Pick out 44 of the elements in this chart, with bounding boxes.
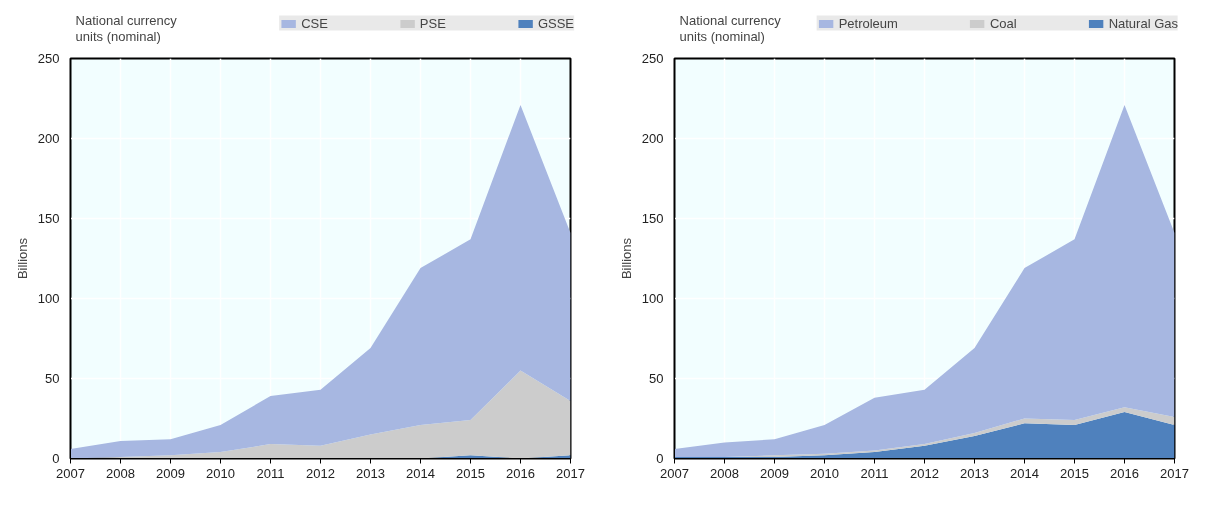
y-tick-label: 250 bbox=[37, 51, 60, 66]
x-tick-label: 2014 bbox=[1010, 465, 1039, 481]
x-tick-label: 2015 bbox=[1060, 465, 1089, 481]
y-tick-label: 50 bbox=[45, 371, 60, 386]
x-tick-label: 2010 bbox=[810, 465, 839, 481]
y-tick-label: 100 bbox=[37, 291, 60, 306]
x-tick-label: 2010 bbox=[206, 465, 235, 481]
x-tick-label: 2016 bbox=[1110, 465, 1139, 481]
y-tick-label: 150 bbox=[641, 211, 664, 226]
legend-label: Natural Gas bbox=[1108, 15, 1178, 31]
y-tick-label: 0 bbox=[656, 451, 664, 466]
x-tick-label: 2011 bbox=[256, 465, 285, 481]
y-tick-label: 250 bbox=[641, 51, 664, 66]
y-tick-label: 50 bbox=[649, 371, 664, 386]
y-tick-label: 0 bbox=[52, 451, 60, 466]
y-tick-label: 100 bbox=[641, 291, 664, 306]
legend-label: Coal bbox=[989, 15, 1017, 31]
x-tick-label: 2012 bbox=[306, 465, 335, 481]
x-tick-label: 2009 bbox=[760, 465, 789, 481]
x-tick-label: 2008 bbox=[710, 465, 739, 481]
x-tick-label: 2013 bbox=[356, 465, 385, 481]
y-tick-label: 150 bbox=[37, 211, 60, 226]
y-axis-title: Billions bbox=[618, 237, 634, 280]
x-tick-label: 2017 bbox=[1160, 465, 1189, 481]
y-axis-title: Billions bbox=[14, 237, 30, 280]
x-tick-label: 2014 bbox=[406, 465, 435, 481]
x-tick-label: 2015 bbox=[456, 465, 485, 481]
x-tick-label: 2008 bbox=[106, 465, 135, 481]
legend-label: Petroleum bbox=[838, 15, 898, 31]
text: National currency units (nominal) bbox=[75, 12, 178, 45]
x-tick-label: 2011 bbox=[860, 465, 889, 481]
legend-label: CSE bbox=[301, 15, 328, 31]
x-tick-label: 2017 bbox=[556, 465, 585, 481]
x-tick-label: 2007 bbox=[56, 465, 85, 481]
legend-label: PSE bbox=[419, 15, 446, 31]
text: National currency units (nominal) bbox=[679, 12, 782, 45]
x-tick-label: 2016 bbox=[506, 465, 535, 481]
x-tick-label: 2007 bbox=[660, 465, 689, 481]
y-tick-label: 200 bbox=[37, 131, 60, 146]
x-tick-label: 2009 bbox=[156, 465, 185, 481]
legend-label: GSSE bbox=[537, 15, 574, 31]
x-tick-label: 2013 bbox=[960, 465, 989, 481]
x-tick-label: 2012 bbox=[910, 465, 939, 481]
y-tick-label: 200 bbox=[641, 131, 664, 146]
